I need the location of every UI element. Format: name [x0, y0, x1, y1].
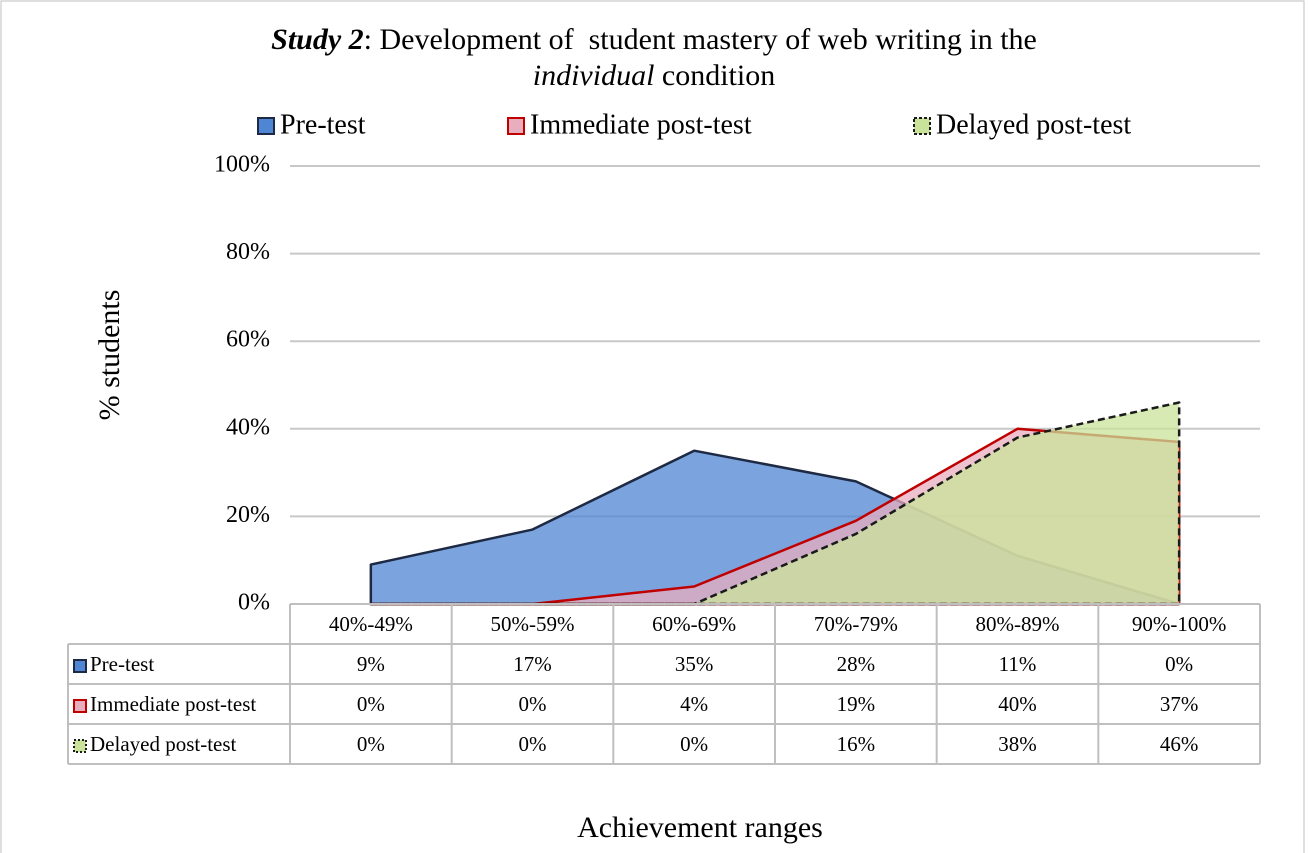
y-axis-label: % students — [93, 290, 126, 421]
title-run: condition — [654, 59, 775, 92]
table-value: 40% — [998, 692, 1037, 716]
table-value: 35% — [675, 652, 714, 676]
table-legend-swatch — [73, 659, 87, 673]
title-run: : Development of student mastery of web … — [364, 23, 1037, 56]
legend-swatch — [913, 117, 931, 135]
legend-swatch — [507, 117, 525, 135]
y-tick-label: 60% — [226, 327, 270, 353]
table-value: 9% — [357, 652, 385, 676]
legend-label: Immediate post-test — [530, 109, 752, 140]
legend-label: Delayed post-test — [936, 109, 1131, 140]
chart-title: Study 2: Development of student mastery … — [271, 23, 1037, 56]
table-legend-swatch — [73, 699, 87, 713]
table-value: 0% — [680, 732, 708, 756]
table-value: 46% — [1160, 732, 1199, 756]
legend-swatch — [257, 117, 275, 135]
table-value: 4% — [680, 692, 708, 716]
y-tick-label: 80% — [226, 239, 270, 265]
x-tick-label: 50%-59% — [491, 612, 575, 636]
table-value: 28% — [837, 652, 876, 676]
x-tick-label: 70%-79% — [814, 612, 898, 636]
table-value: 0% — [357, 732, 385, 756]
table-value: 19% — [837, 692, 876, 716]
table-value: 37% — [1160, 692, 1199, 716]
x-tick-label: 90%-100% — [1132, 612, 1226, 636]
title-run: individual — [533, 59, 655, 92]
x-tick-label: 40%-49% — [329, 612, 413, 636]
y-tick-label: 40% — [226, 414, 270, 440]
y-tick-label: 100% — [214, 152, 270, 178]
table-series-name: Pre-test — [90, 652, 154, 676]
x-tick-label: 60%-69% — [652, 612, 736, 636]
table-value: 38% — [998, 732, 1037, 756]
y-tick-label: 20% — [226, 502, 270, 528]
legend-label: Pre-test — [280, 109, 366, 140]
chart-title: individual condition — [533, 59, 775, 92]
table-value: 17% — [513, 652, 552, 676]
table-value: 0% — [519, 732, 547, 756]
table-value: 16% — [837, 732, 876, 756]
x-tick-label: 80%-89% — [976, 612, 1060, 636]
title-run: Study 2 — [271, 23, 364, 56]
table-value: 0% — [1165, 652, 1193, 676]
y-tick-label: 0% — [238, 590, 270, 616]
table-series-name: Delayed post-test — [90, 732, 237, 756]
x-axis-label: Achievement ranges — [577, 811, 823, 844]
table-series-name: Immediate post-test — [90, 692, 256, 716]
table-value: 0% — [519, 692, 547, 716]
table-value: 11% — [999, 652, 1037, 676]
table-legend-swatch — [73, 739, 87, 753]
table-value: 0% — [357, 692, 385, 716]
